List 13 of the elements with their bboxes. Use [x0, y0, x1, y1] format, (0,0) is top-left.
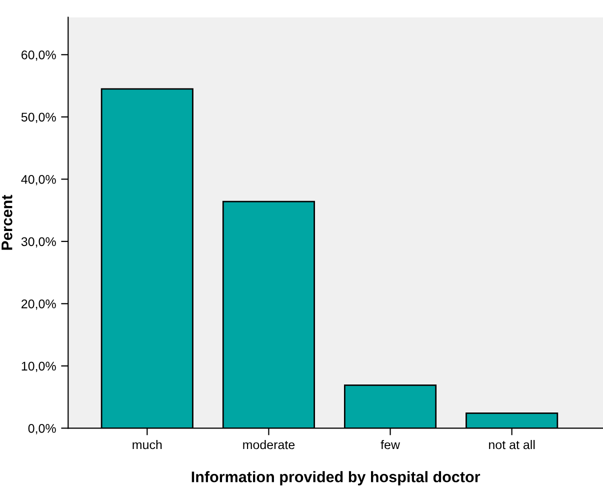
y-tick-label: 0,0% — [28, 424, 56, 434]
y-tick-label: 60,0% — [22, 50, 56, 61]
x-tick-label: much — [132, 440, 162, 450]
y-tick-label: 40,0% — [21, 174, 56, 186]
x-tick-label: moderate — [243, 440, 295, 450]
x-tick-label: few — [380, 440, 400, 450]
x-tick-label: not at all — [489, 440, 535, 450]
x-axis-title: Information provided by hospital doctor — [192, 471, 480, 486]
y-tick-label: 30,0% — [21, 237, 56, 248]
y-axis-title: Percent — [2, 194, 12, 250]
y-tick-label: 20,0% — [22, 299, 56, 310]
y-tick-label: 50,0% — [21, 112, 56, 124]
y-tick-label: 10,0% — [22, 362, 56, 372]
